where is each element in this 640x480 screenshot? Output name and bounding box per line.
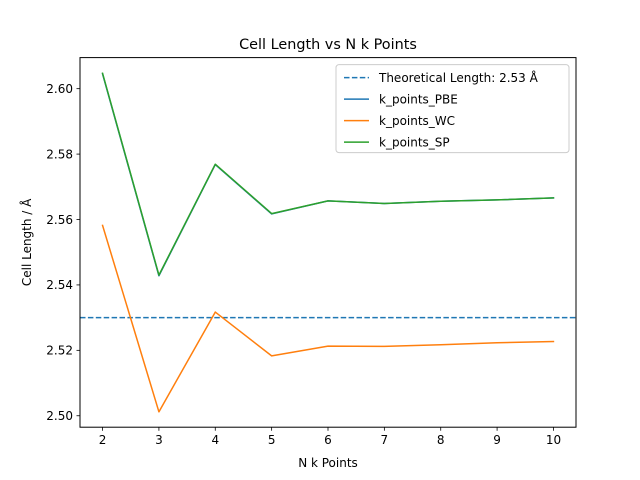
legend-label: k_points_PBE xyxy=(379,92,458,106)
legend: Theoretical Length: 2.53 Å k_points_PBE k_… xyxy=(335,64,570,154)
series-line-k_points_WC xyxy=(101,224,555,413)
y-tick-label: 2.60 xyxy=(46,82,73,96)
y-tick-label: 2.50 xyxy=(46,409,73,423)
x-tick-label: 4 xyxy=(211,433,219,447)
x-tick-label: 8 xyxy=(437,433,445,447)
x-axis-label: N k Points xyxy=(298,456,358,470)
legend-label: k_points_WC xyxy=(379,114,455,128)
plot-frame xyxy=(79,57,577,428)
x-tick-label: 2 xyxy=(99,433,107,447)
y-tick-label: 2.58 xyxy=(46,147,73,161)
x-tick-label: 10 xyxy=(546,433,561,447)
legend-box xyxy=(335,64,570,154)
chart-title: Cell Length vs N k Points xyxy=(239,37,417,53)
x-tick-label: 6 xyxy=(324,433,332,447)
legend-label: Theoretical Length: 2.53 Å xyxy=(378,70,539,85)
y-tick-label: 2.54 xyxy=(46,278,73,292)
series-line-k_points_SP xyxy=(101,72,555,276)
x-tick-label: 5 xyxy=(268,433,276,447)
y-tick-label: 2.52 xyxy=(46,344,73,358)
plot-lines xyxy=(80,72,576,413)
y-axis-label: Cell Length / Å xyxy=(19,198,34,286)
y-tick-label: 2.56 xyxy=(46,213,73,227)
legend-label: k_points_SP xyxy=(379,135,450,149)
x-tick-label: 3 xyxy=(155,433,163,447)
x-tick-label: 9 xyxy=(493,433,501,447)
axis-ticks: 2 3 4 5 6 7 8 9 10 2.50 2.52 2.54 2.56 2.58 2.60 xyxy=(46,82,561,447)
x-tick-label: 7 xyxy=(381,433,389,447)
